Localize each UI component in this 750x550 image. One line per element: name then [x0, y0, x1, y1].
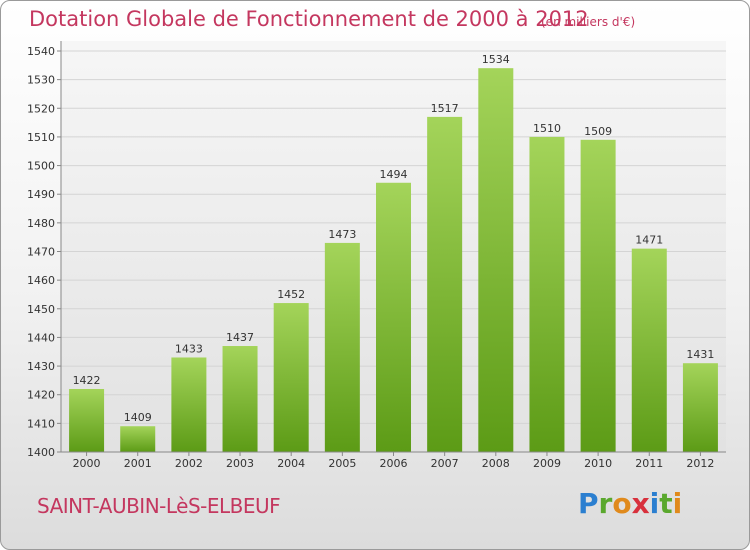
bar-value-label: 1517: [431, 102, 459, 115]
bar-value-label: 1433: [175, 342, 203, 355]
x-tick-label: 2002: [175, 457, 203, 470]
bar-value-label: 1510: [533, 122, 561, 135]
x-tick-label: 2003: [226, 457, 254, 470]
chart-title: Dotation Globale de Fonctionnement de 20…: [29, 7, 589, 31]
y-tick-label: 1490: [27, 188, 55, 201]
y-tick-label: 1420: [27, 389, 55, 402]
x-tick-label: 2007: [431, 457, 459, 470]
y-tick-label: 1410: [27, 417, 55, 430]
y-tick-label: 1450: [27, 303, 55, 316]
bar-value-label: 1494: [380, 168, 408, 181]
y-tick-label: 1440: [27, 331, 55, 344]
y-tick-label: 1480: [27, 217, 55, 230]
y-tick-label: 1530: [27, 74, 55, 87]
bar-value-label: 1534: [482, 53, 510, 66]
y-tick-label: 1500: [27, 160, 55, 173]
x-tick-label: 2012: [686, 457, 714, 470]
commune-name: SAINT-AUBIN-LèS-ELBEUF: [37, 494, 281, 518]
bar-value-label: 1409: [124, 411, 152, 424]
logo-letter: r: [598, 487, 613, 520]
bar-value-label: 1452: [277, 288, 305, 301]
bar: [376, 182, 411, 452]
x-tick-label: 2008: [482, 457, 510, 470]
y-tick-label: 1430: [27, 360, 55, 373]
unit-note: (en milliers d'€): [541, 15, 636, 29]
x-tick-label: 2010: [584, 457, 612, 470]
logo-letter: i: [649, 487, 660, 520]
y-tick-label: 1470: [27, 246, 55, 259]
y-tick-label: 1460: [27, 274, 55, 287]
y-tick-label: 1510: [27, 131, 55, 144]
x-tick-label: 2011: [635, 457, 663, 470]
bar: [580, 139, 616, 453]
bar-value-label: 1471: [635, 234, 663, 247]
y-axis: 1400 1410 1420 1430 1440 1450 1460 1470 1480 1490…: [27, 41, 62, 459]
bar: [427, 116, 463, 452]
x-axis: 2000 2001 2002 2003 2004 2005 2006 2007 2008 2009…: [61, 451, 726, 470]
bar: [478, 68, 514, 452]
x-tick-label: 2006: [380, 457, 408, 470]
bar-value-label: 1473: [328, 228, 356, 241]
bars: 1422 1409 1433 1437 1452 1473 1494 1517 1534 1510…: [69, 53, 718, 453]
x-tick-label: 2001: [124, 457, 152, 470]
bar: [171, 357, 207, 452]
y-tick-label: 1540: [27, 45, 55, 58]
bar: [120, 426, 156, 452]
logo-letter: P: [578, 487, 599, 520]
y-tick-label: 1520: [27, 102, 55, 115]
bar-value-label: 1431: [686, 348, 714, 361]
bar: [69, 388, 105, 452]
bar: [273, 303, 309, 452]
proxiti-logo[interactable]: Proxiti: [578, 487, 682, 520]
logo-letter: i: [672, 487, 683, 520]
x-tick-label: 2004: [277, 457, 305, 470]
bar: [222, 346, 258, 452]
x-tick-label: 2009: [533, 457, 561, 470]
logo-letter: o: [612, 487, 632, 520]
bar-value-label: 1422: [73, 374, 101, 387]
logo-letter: x: [631, 487, 650, 520]
x-tick-label: 2000: [73, 457, 101, 470]
logo-letter: t: [659, 487, 673, 520]
bar-value-label: 1509: [584, 125, 612, 138]
bar: [529, 136, 565, 452]
bar: [324, 242, 360, 452]
bar-value-label: 1437: [226, 331, 254, 344]
bar: [631, 248, 667, 452]
x-tick-label: 2005: [328, 457, 356, 470]
bar: [682, 363, 718, 452]
y-tick-label: 1400: [27, 446, 55, 459]
